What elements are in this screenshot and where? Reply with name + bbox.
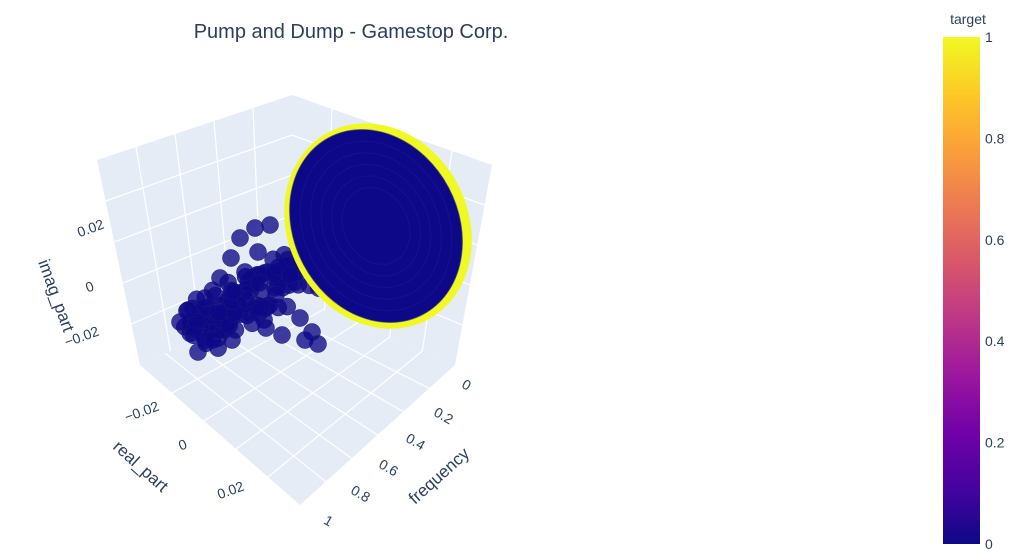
colorbar-tick-label: 0.6 — [985, 232, 1005, 248]
grid-line — [235, 336, 391, 450]
y-tick-label: 0.4 — [403, 430, 428, 454]
y-tick-label: 0 — [459, 376, 474, 394]
colorbar-tick-label: 0.4 — [985, 333, 1005, 349]
grid-line — [164, 352, 327, 483]
disc-contour — [299, 140, 453, 312]
data-point — [257, 319, 275, 337]
data-point — [204, 331, 222, 349]
grid-line — [105, 134, 293, 202]
colorbar-tick-label: 0.2 — [985, 435, 1005, 451]
data-point — [278, 297, 296, 316]
data-point — [189, 343, 207, 361]
y-tick-label: 1 — [321, 512, 336, 530]
grid-line — [135, 146, 171, 352]
grid-line — [203, 322, 358, 422]
data-point — [231, 229, 249, 247]
data-point — [184, 326, 203, 345]
y-tick-label: 0.6 — [376, 456, 401, 480]
y-axis-title: frequency — [405, 444, 474, 508]
data-point — [296, 331, 314, 349]
disc-contour — [331, 175, 421, 277]
grid-line — [267, 350, 423, 478]
data-point — [281, 266, 299, 284]
disc-contour — [310, 152, 442, 300]
data-point — [224, 282, 243, 301]
x-tick-label: −0.02 — [122, 398, 161, 425]
data-disc — [289, 129, 463, 323]
disc-contour — [341, 187, 411, 265]
data-point — [246, 219, 264, 237]
data-point — [249, 243, 267, 261]
grid-line — [190, 341, 353, 459]
colorbar-tick-label: 1 — [985, 29, 993, 45]
colorbar — [943, 37, 980, 544]
scene-3d[interactable] — [97, 90, 507, 505]
z-tick-label: 0.02 — [75, 216, 106, 240]
data-points — [171, 123, 472, 361]
colorbar-title: target — [950, 11, 986, 27]
z-axis-title: imag_part — [34, 257, 78, 335]
data-point — [236, 263, 254, 281]
data-point — [222, 249, 240, 267]
grid-line — [215, 329, 378, 436]
disc-contour — [289, 129, 463, 323]
data-point — [171, 313, 189, 331]
disc-contour — [320, 163, 432, 289]
data-point — [223, 331, 241, 349]
colorbar-tick-label: 0.8 — [985, 130, 1005, 146]
y-tick-label: 0.2 — [431, 404, 456, 428]
x-tick-label: 0.02 — [215, 478, 246, 502]
data-point — [267, 286, 285, 304]
colorbar-ticks: 0 0.2 0.4 0.6 0.8 1 — [985, 29, 1005, 552]
data-point — [261, 216, 279, 234]
data-point — [237, 290, 255, 309]
data-point — [291, 309, 309, 327]
grid-line — [113, 174, 293, 243]
x-axis-title: real_part — [109, 437, 172, 496]
data-point — [211, 269, 229, 287]
y-tick-label: 0.8 — [348, 482, 373, 506]
colorbar-tick-label: 0 — [985, 536, 993, 552]
chart-title: Pump and Dump - Gamestop Corp. — [194, 21, 509, 43]
data-point — [196, 289, 214, 307]
z-tick-label: 0 — [83, 278, 96, 296]
x-tick-label: 0 — [176, 436, 189, 454]
data-point — [250, 274, 268, 292]
data-point — [273, 326, 291, 344]
